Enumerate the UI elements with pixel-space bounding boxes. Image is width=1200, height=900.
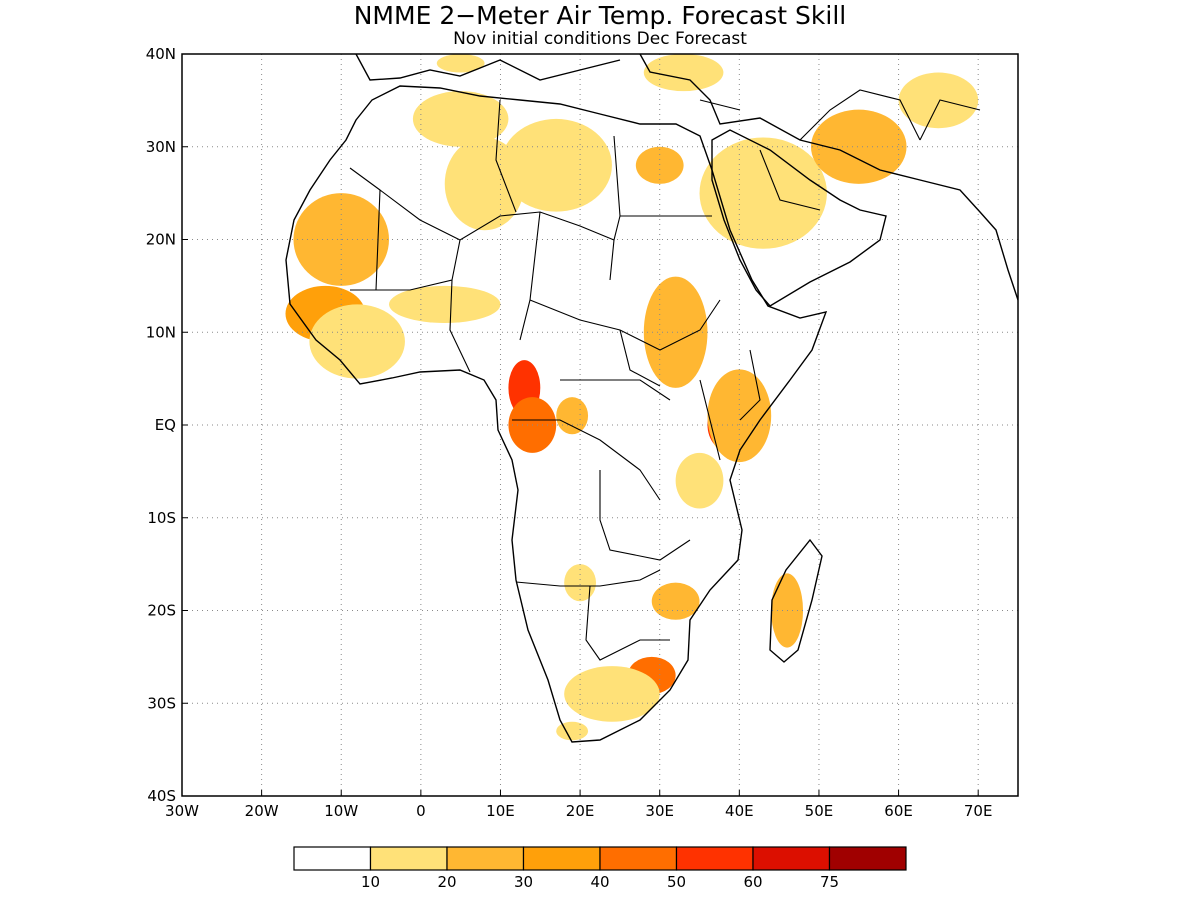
map-subtitle: Nov initial conditions Dec Forecast bbox=[453, 29, 747, 49]
colorbar-swatch-7 bbox=[828, 846, 907, 871]
y-tick-label: 20N bbox=[146, 231, 176, 249]
colorbar-swatch-2 bbox=[446, 846, 525, 871]
colorbar-label: 40 bbox=[590, 873, 609, 891]
y-tick-label: 40N bbox=[146, 45, 176, 63]
x-axis-ticks: 30W 20W 10W 0 10E 20E 30E 40E 50E 60E 70E bbox=[165, 790, 992, 820]
x-tick-label: 60E bbox=[884, 802, 913, 820]
skill-region-7 bbox=[500, 118, 612, 212]
skill-region-5 bbox=[412, 91, 509, 147]
grid-lines bbox=[182, 54, 1018, 796]
colorbar-label: 10 bbox=[361, 873, 380, 891]
skill-region-26 bbox=[898, 72, 979, 129]
colorbar-swatch-5 bbox=[675, 846, 754, 871]
skill-region-2 bbox=[309, 304, 405, 379]
africa-coastline bbox=[285, 85, 828, 743]
x-tick-label: 10W bbox=[324, 802, 358, 820]
skill-region-15 bbox=[675, 452, 724, 509]
mediterranean-north-coastline bbox=[355, 54, 621, 81]
skill-region-17 bbox=[651, 582, 700, 620]
skill-region-27 bbox=[436, 54, 485, 73]
colorbar-label: 20 bbox=[437, 873, 456, 891]
arabia-coastline bbox=[711, 129, 887, 307]
x-tick-label: 10E bbox=[486, 802, 515, 820]
y-tick-label: 30S bbox=[147, 694, 176, 712]
madagascar-coastline bbox=[769, 538, 823, 663]
country-borders bbox=[349, 89, 981, 661]
eurasia-coastline bbox=[639, 54, 1018, 301]
skill-region-11 bbox=[556, 397, 589, 435]
y-tick-label: 20S bbox=[147, 602, 176, 620]
skill-region-19 bbox=[564, 666, 660, 722]
skill-region-8 bbox=[635, 146, 684, 184]
colorbar-label: 75 bbox=[820, 873, 839, 891]
skill-region-25 bbox=[810, 109, 907, 184]
y-tick-label: EQ bbox=[155, 416, 176, 434]
y-axis-ticks: 40N 30N 20N 10N EQ 10S 20S 30S 40S bbox=[146, 45, 188, 805]
coastlines bbox=[285, 54, 1018, 743]
colorbar-swatch-6 bbox=[752, 846, 831, 871]
skill-region-4 bbox=[389, 285, 501, 323]
colorbar-swatch-4 bbox=[599, 846, 678, 871]
colorbar: 10 20 30 40 50 60 75 bbox=[293, 846, 907, 891]
map-title: NMME 2−Meter Air Temp. Forecast Skill bbox=[354, 1, 847, 30]
y-tick-label: 10S bbox=[147, 509, 176, 527]
y-tick-label: 10N bbox=[146, 323, 176, 341]
skill-region-23 bbox=[699, 137, 827, 249]
x-tick-label: 70E bbox=[964, 802, 993, 820]
x-tick-label: 30W bbox=[165, 802, 199, 820]
x-tick-label: 20E bbox=[566, 802, 595, 820]
skill-region-14 bbox=[707, 369, 772, 463]
y-tick-label: 30N bbox=[146, 138, 176, 156]
x-tick-label: 50E bbox=[805, 802, 834, 820]
colorbar-swatch-0 bbox=[293, 846, 372, 871]
colorbar-label: 30 bbox=[514, 873, 533, 891]
skill-region-20 bbox=[556, 721, 589, 741]
colorbar-swatch-1 bbox=[369, 846, 448, 871]
skill-region-16 bbox=[564, 564, 597, 602]
colorbar-label: 60 bbox=[743, 873, 762, 891]
colorbar-label: 50 bbox=[667, 873, 686, 891]
skill-region-28 bbox=[643, 54, 724, 92]
y-tick-label: 40S bbox=[147, 787, 176, 805]
colorbar-swatch-3 bbox=[522, 846, 601, 871]
skill-contours bbox=[285, 54, 979, 741]
x-tick-label: 20W bbox=[245, 802, 279, 820]
x-tick-label: 40E bbox=[725, 802, 754, 820]
x-tick-label: 30E bbox=[645, 802, 674, 820]
map-area: 30W 20W 10W 0 10E 20E 30E 40E 50E 60E 70E 40N 30N 20… bbox=[146, 45, 1019, 820]
x-tick-label: 0 bbox=[416, 802, 426, 820]
